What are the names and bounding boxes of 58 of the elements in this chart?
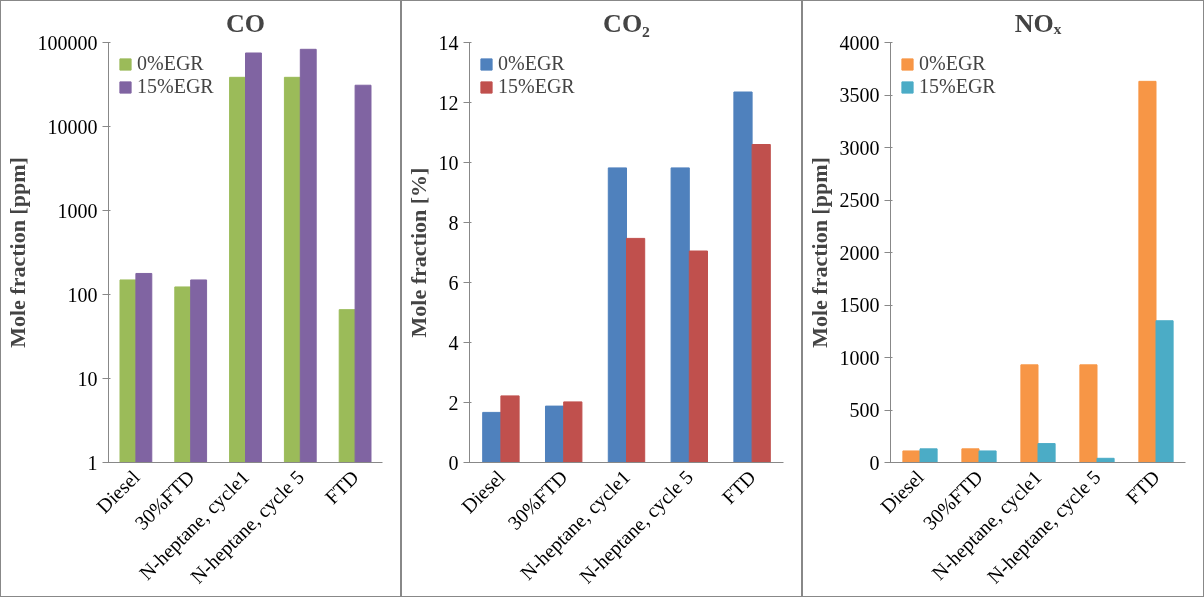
bar <box>563 401 583 463</box>
y-tick-label: 10000 <box>47 115 98 138</box>
y-tick-label: 14 <box>438 31 459 54</box>
y-axis-title: Mole fraction [ppm] <box>806 157 832 348</box>
bar <box>1020 364 1039 463</box>
bar <box>1138 80 1157 463</box>
y-tick-label: 1 <box>87 451 98 474</box>
x-tick-label: FTD <box>320 465 363 508</box>
y-tick-label: 3500 <box>839 84 880 106</box>
y-axis-title: Mole fraction [ppm] <box>4 157 30 348</box>
y-tick-label: 1500 <box>839 294 880 316</box>
y-tick-label: 8 <box>448 211 459 234</box>
bar <box>544 405 565 463</box>
chart-title: NOₓ <box>1014 8 1062 38</box>
bar <box>733 91 753 463</box>
legend-label: 15%EGR <box>137 75 214 98</box>
bar <box>688 250 709 463</box>
bar <box>1155 320 1174 463</box>
x-tick-label: FTD <box>717 465 760 508</box>
y-tick-label: 2000 <box>839 241 880 264</box>
y-tick-label: 10 <box>438 151 459 174</box>
bar <box>626 237 646 463</box>
y-tick-label: 2 <box>448 391 459 414</box>
y-tick-label: 4 <box>448 331 459 354</box>
legend-label: 0%EGR <box>137 52 204 75</box>
bar <box>500 395 520 463</box>
bar <box>1079 364 1098 463</box>
bar <box>961 448 980 463</box>
bar <box>902 450 921 463</box>
bar <box>919 448 938 463</box>
y-axis-title: Mole fraction [%] <box>405 167 431 338</box>
y-tick-label: 12 <box>438 91 459 114</box>
bar <box>607 167 627 463</box>
y-tick-label: 1000 <box>839 346 880 369</box>
bar <box>1096 457 1115 463</box>
y-tick-label: 0 <box>869 451 880 474</box>
bar <box>670 167 690 463</box>
y-tick-label: 3000 <box>839 136 880 159</box>
bar <box>482 411 502 463</box>
y-tick-label: 2500 <box>839 189 880 211</box>
legend-label: 15%EGR <box>498 75 575 98</box>
chart-title: CO <box>226 8 265 38</box>
legend-label: 0%EGR <box>498 52 565 75</box>
x-tick-label: FTD <box>1121 465 1164 508</box>
y-tick-label: 0 <box>448 451 459 474</box>
y-tick-label: 100000 <box>37 31 98 54</box>
bar <box>1037 443 1056 463</box>
chart-title: CO₂ <box>603 8 651 38</box>
legend-label: 15%EGR <box>919 75 996 98</box>
y-tick-label: 6 <box>448 271 459 294</box>
y-tick-label: 4000 <box>839 31 880 54</box>
legend-label: 0%EGR <box>919 52 986 75</box>
y-tick-label: 500 <box>849 399 880 421</box>
y-tick-label: 100 <box>67 283 98 306</box>
y-tick-label: 1000 <box>57 199 98 222</box>
y-tick-label: 10 <box>77 367 98 390</box>
bar <box>978 450 997 463</box>
bar <box>751 144 771 463</box>
